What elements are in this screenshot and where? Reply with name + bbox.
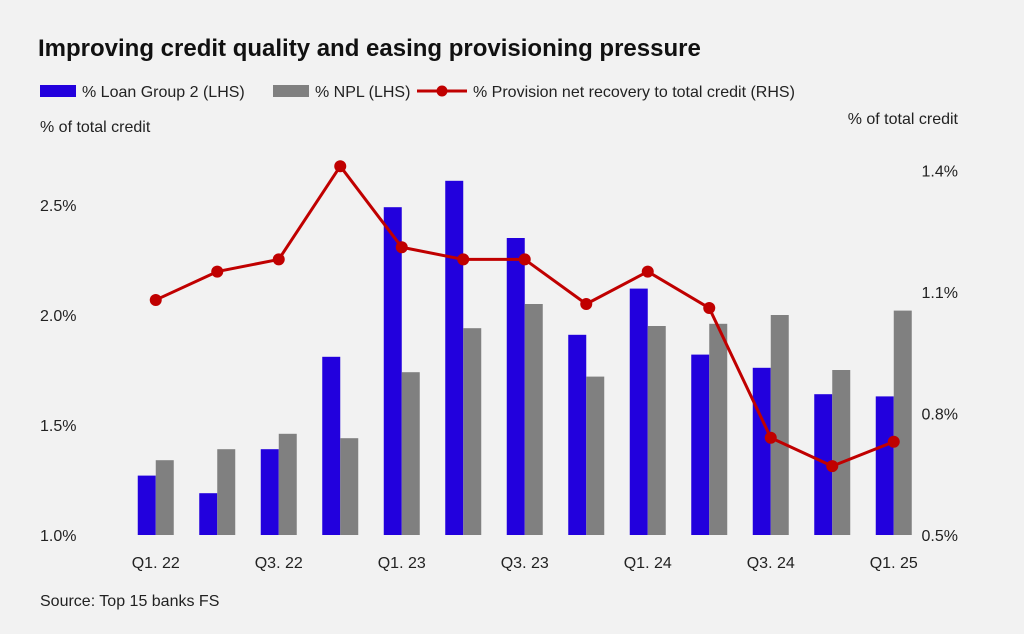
bar-npl — [770, 315, 789, 535]
provision-point — [334, 160, 347, 173]
bar-npl — [278, 433, 297, 535]
bar-npl — [155, 460, 174, 535]
x-tick-label: Q3. 23 — [501, 555, 549, 572]
provision-point — [641, 265, 654, 278]
bars — [137, 180, 912, 536]
provision-point — [211, 265, 224, 278]
bar-loan-group-2 — [814, 394, 833, 535]
bar-loan-group-2 — [445, 180, 464, 536]
right-axis-ticks: 0.5% 0.8% 1.1% 1.4% — [922, 163, 958, 545]
right-tick-label: 0.5% — [922, 528, 958, 545]
bar-loan-group-2 — [629, 288, 648, 535]
x-tick-label: Q1. 23 — [378, 555, 426, 572]
legend-label-provision: % Provision net recovery to total credit… — [473, 84, 795, 101]
x-axis-ticks: Q1. 22 Q3. 22 Q1. 23 Q3. 23 Q1. 24 Q3. 24 Q1. … — [132, 555, 918, 572]
legend-swatch-npl — [273, 85, 309, 97]
provision-point — [395, 241, 408, 254]
provision-point — [149, 293, 162, 306]
bar-loan-group-2 — [568, 334, 587, 535]
right-axis-title: % of total credit — [848, 111, 959, 128]
right-tick-label: 1.1% — [922, 285, 958, 302]
x-tick-label: Q1. 24 — [624, 555, 672, 572]
legend-swatch-provision-marker — [436, 85, 448, 97]
bar-loan-group-2 — [691, 354, 710, 535]
legend: % Loan Group 2 (LHS) % NPL (LHS) % Provi… — [40, 84, 795, 101]
x-tick-label: Q3. 22 — [255, 555, 303, 572]
bar-npl — [463, 328, 482, 535]
bar-npl — [340, 438, 359, 535]
right-tick-label: 0.8% — [922, 406, 958, 423]
provision-point — [887, 435, 900, 448]
left-axis-ticks: 1.0% 1.5% 2.0% 2.5% — [40, 198, 76, 545]
left-tick-label: 2.5% — [40, 198, 76, 215]
source-note: Source: Top 15 banks FS — [40, 593, 219, 610]
bar-loan-group-2 — [137, 475, 156, 535]
bar-npl — [647, 326, 666, 535]
bar-npl — [586, 376, 605, 535]
left-tick-label: 1.0% — [40, 528, 76, 545]
provision-point — [518, 253, 531, 266]
bar-loan-group-2 — [506, 238, 525, 535]
bar-npl — [217, 449, 236, 535]
bar-npl — [893, 310, 912, 535]
provision-point — [457, 253, 470, 266]
provision-point — [580, 298, 593, 310]
left-tick-label: 2.0% — [40, 308, 76, 325]
provision-line-series — [149, 160, 900, 473]
chart-title: Improving credit quality and easing prov… — [38, 35, 701, 62]
left-tick-label: 1.5% — [40, 418, 76, 435]
bar-npl — [709, 323, 728, 535]
left-axis-title: % of total credit — [40, 119, 151, 136]
bar-loan-group-2 — [875, 396, 894, 535]
bar-loan-group-2 — [752, 367, 771, 535]
provision-point — [272, 253, 285, 266]
bar-npl — [524, 304, 543, 535]
x-tick-label: Q1. 22 — [132, 555, 180, 572]
legend-label-loan-group-2: % Loan Group 2 (LHS) — [82, 84, 245, 101]
bar-npl — [401, 372, 420, 535]
bar-loan-group-2 — [383, 207, 402, 535]
provision-point — [826, 460, 839, 473]
bar-loan-group-2 — [260, 449, 279, 535]
bar-loan-group-2 — [199, 493, 218, 535]
x-tick-label: Q3. 24 — [747, 555, 795, 572]
right-tick-label: 1.4% — [922, 163, 958, 180]
bar-loan-group-2 — [322, 356, 341, 535]
bar-npl — [832, 370, 851, 535]
provision-point — [764, 431, 777, 444]
legend-label-npl: % NPL (LHS) — [315, 84, 410, 101]
provision-point — [703, 302, 716, 315]
legend-swatch-loan-group-2 — [40, 85, 76, 97]
x-tick-label: Q1. 25 — [870, 555, 918, 572]
